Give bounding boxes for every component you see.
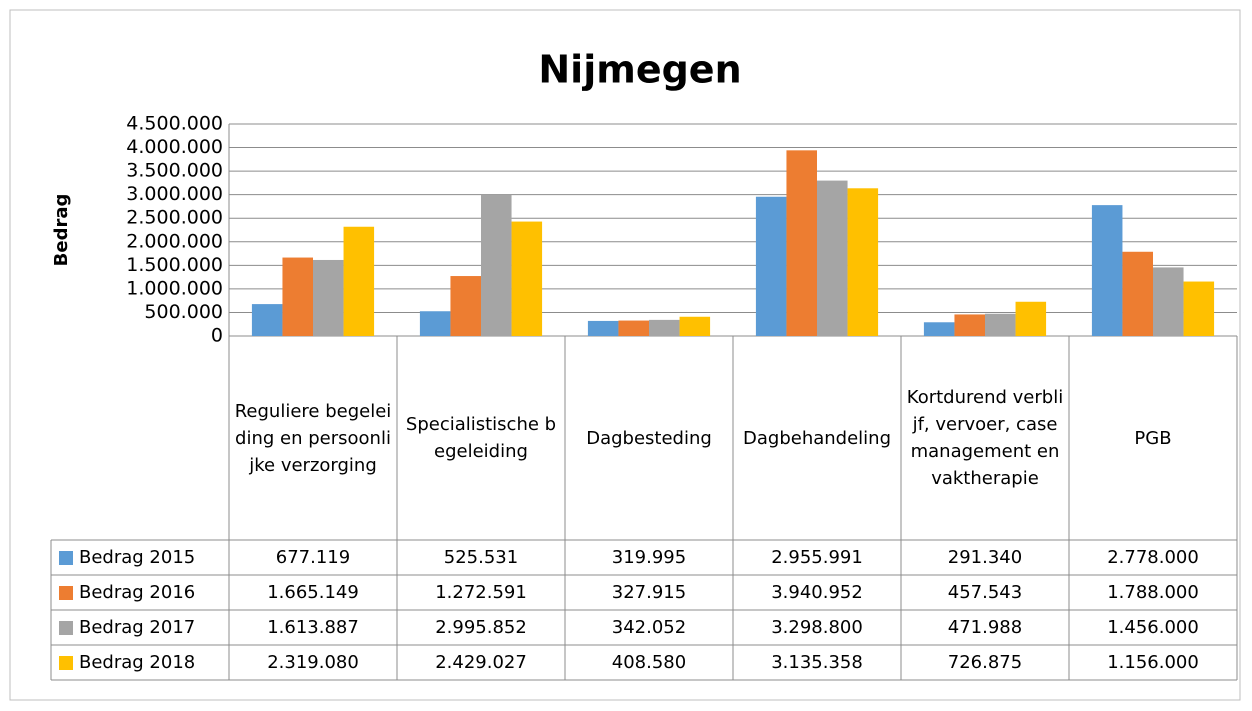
bar xyxy=(1015,301,1047,336)
category-label: PGB xyxy=(1134,427,1172,449)
data-table-value: 327.915 xyxy=(611,582,687,603)
data-table-value: 291.340 xyxy=(947,547,1023,568)
bar xyxy=(1153,267,1184,336)
bar xyxy=(343,226,375,336)
bar xyxy=(587,320,619,336)
y-tick-label: 1.500.000 xyxy=(126,254,223,276)
data-table-value: 2.955.991 xyxy=(771,547,863,568)
legend-swatch xyxy=(59,655,73,670)
bar xyxy=(1183,281,1215,336)
legend-swatch xyxy=(59,585,73,600)
bar xyxy=(786,150,817,336)
data-table-value: 408.580 xyxy=(611,652,687,673)
data-table-value: 2.429.027 xyxy=(435,652,527,673)
bar xyxy=(679,316,711,336)
data-table-value: 525.531 xyxy=(443,547,519,568)
data-table-value: 1.665.149 xyxy=(267,582,359,603)
bar xyxy=(251,304,283,336)
data-table-value: 1.272.591 xyxy=(435,582,527,603)
y-tick-label: 0 xyxy=(211,325,223,347)
data-table-value: 319.995 xyxy=(611,547,687,568)
legend-label: Bedrag 2018 xyxy=(79,652,196,673)
data-table-value: 342.052 xyxy=(611,617,687,638)
bar xyxy=(1091,205,1123,336)
chart-frame xyxy=(9,9,1241,701)
data-table-value: 2.995.852 xyxy=(435,617,527,638)
bar xyxy=(985,313,1016,336)
data-table-value: 471.988 xyxy=(947,617,1023,638)
data-table-value: 1.788.000 xyxy=(1107,582,1199,603)
legend-label: Bedrag 2016 xyxy=(79,582,196,603)
y-tick-label: 4.500.000 xyxy=(126,113,223,135)
data-table-value: 3.298.800 xyxy=(771,617,863,638)
category-label: Reguliere begeleiding en persoonlijke ve… xyxy=(234,400,392,476)
bar xyxy=(313,259,344,336)
data-table-value: 3.135.358 xyxy=(771,652,863,673)
category-label: Dagbehandeling xyxy=(743,427,891,449)
data-table-value: 457.543 xyxy=(947,582,1023,603)
legend-entry: Bedrag 2016 xyxy=(51,575,229,610)
bar xyxy=(419,311,451,336)
bar xyxy=(954,314,985,336)
y-tick-label: 3.500.000 xyxy=(126,160,223,182)
bar xyxy=(923,322,955,336)
y-tick-label: 1.000.000 xyxy=(126,277,223,299)
bar xyxy=(618,320,649,336)
bar xyxy=(511,221,543,336)
y-tick-label: 500.000 xyxy=(144,301,223,323)
data-table-value: 1.456.000 xyxy=(1107,617,1199,638)
bar xyxy=(1122,251,1153,336)
data-table-value: 2.319.080 xyxy=(267,652,359,673)
data-table-value: 1.156.000 xyxy=(1107,652,1199,673)
y-tick-label: 2.000.000 xyxy=(126,230,223,252)
legend-entry: Bedrag 2015 xyxy=(51,540,229,575)
bar xyxy=(847,188,879,336)
legend-entry: Bedrag 2018 xyxy=(51,645,229,680)
legend-label: Bedrag 2017 xyxy=(79,617,196,638)
legend-label: Bedrag 2015 xyxy=(79,547,196,568)
y-tick-label: 3.000.000 xyxy=(126,183,223,205)
legend-swatch xyxy=(59,620,73,635)
bar xyxy=(282,257,313,336)
data-table-value: 1.613.887 xyxy=(267,617,359,638)
bar xyxy=(817,180,848,336)
category-label: Dagbesteding xyxy=(586,427,712,449)
legend-entry: Bedrag 2017 xyxy=(51,610,229,645)
category-label: Specialistische begeleiding xyxy=(405,414,557,462)
bar xyxy=(481,194,512,336)
y-tick-label: 2.500.000 xyxy=(126,207,223,229)
data-table-value: 3.940.952 xyxy=(771,582,863,603)
bar xyxy=(755,196,787,336)
bar xyxy=(450,276,481,336)
legend-swatch xyxy=(59,550,73,565)
y-axis-label: Bedrag xyxy=(51,194,72,267)
bar xyxy=(649,319,680,336)
y-tick-label: 4.000.000 xyxy=(126,136,223,158)
data-table-value: 2.778.000 xyxy=(1107,547,1199,568)
data-table-value: 677.119 xyxy=(275,547,351,568)
category-label: Kortdurend verblijf, vervoer, casemanage… xyxy=(906,387,1064,489)
chart-title: Nijmegen xyxy=(538,48,741,92)
data-table-value: 726.875 xyxy=(947,652,1023,673)
